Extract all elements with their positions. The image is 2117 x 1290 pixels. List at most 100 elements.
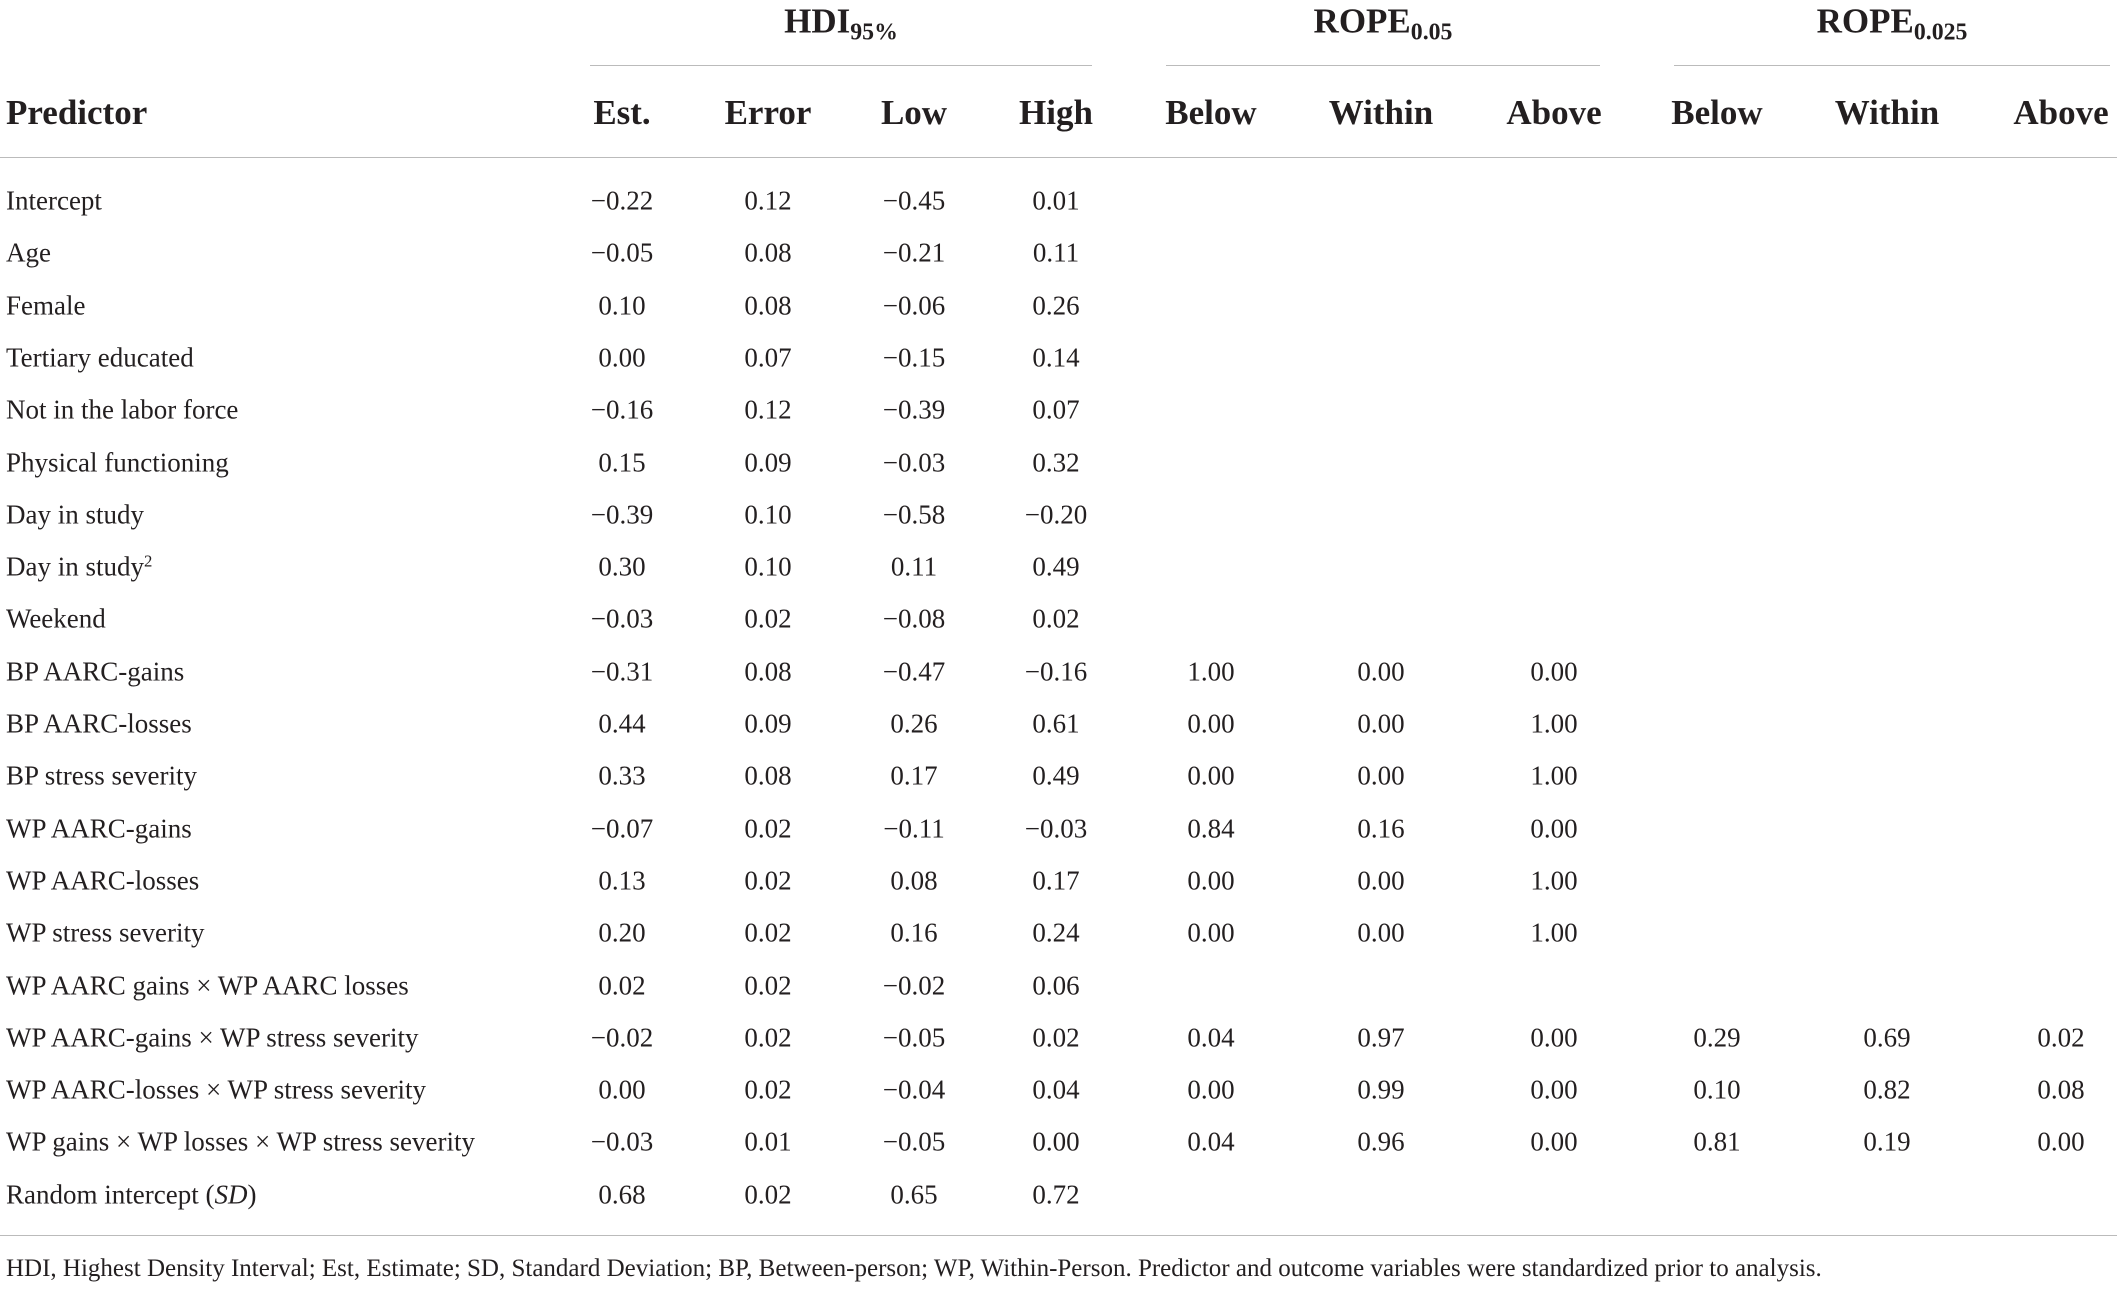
row-label: Day in study — [6, 499, 144, 530]
cell-value: 0.29 — [1693, 1022, 1741, 1053]
cell-value: −0.05 — [590, 237, 654, 268]
label-text: Weekend — [6, 603, 106, 634]
label-text: WP stress severity — [6, 917, 205, 948]
label-text: Not in the labor force — [6, 394, 239, 425]
cell-value: 0.04 — [1187, 1126, 1235, 1157]
label-text: Physical functioning — [6, 447, 229, 477]
cell-value: 0.00 — [1530, 656, 1578, 687]
rule-line — [590, 65, 1092, 66]
cell-value: 0.17 — [1032, 865, 1080, 896]
group-header: ROPE0.025 — [1817, 1, 1968, 46]
cell-value: 0.26 — [890, 708, 938, 739]
row-label: Weekend — [6, 604, 106, 635]
column-header: Above — [1506, 93, 1602, 132]
row-label: WP AARC-losses — [6, 865, 199, 896]
group-subscript: 0.05 — [1410, 19, 1453, 46]
cell-value: 0.10 — [744, 551, 792, 582]
label-text: BP AARC-gains — [6, 656, 185, 687]
label-text: WP AARC-losses — [6, 865, 200, 896]
cell-value: 0.08 — [2037, 1074, 2085, 1105]
cell-value: −0.45 — [882, 185, 946, 216]
cell-value: 1.00 — [1530, 760, 1578, 791]
cell-value: 0.08 — [744, 656, 792, 687]
cell-value: 0.44 — [598, 708, 646, 739]
label-text: BP AARC-losses — [6, 708, 192, 739]
footnote: HDI, Highest Density Interval; Est, Esti… — [6, 1255, 1822, 1282]
column-header: Below — [1165, 93, 1257, 132]
cell-value: 0.17 — [890, 760, 938, 791]
column-header: Low — [880, 93, 948, 132]
cell-value: 0.16 — [890, 917, 938, 948]
cell-value: −0.47 — [882, 656, 946, 687]
column-header: Est. — [593, 93, 651, 132]
column-header: Below — [1671, 93, 1763, 132]
cell-value: 0.09 — [744, 447, 792, 477]
group-subscript: 95% — [850, 19, 898, 46]
cell-value: 0.04 — [1032, 1074, 1080, 1105]
cell-value: −0.03 — [882, 447, 946, 477]
cell-value: 0.00 — [1530, 1126, 1578, 1157]
row-label: WP gains × WP losses × WP stress severit… — [6, 1127, 475, 1158]
row-label: WP AARC-gains — [6, 813, 192, 844]
label-text: Intercept — [6, 185, 102, 216]
row-label: Not in the labor force — [6, 395, 238, 426]
cell-value: −0.15 — [882, 342, 946, 373]
cell-value: 0.07 — [1032, 394, 1080, 425]
group-name: ROPE — [1313, 1, 1411, 41]
cell-value: 0.11 — [1032, 237, 1080, 268]
row-label: WP AARC gains × WP AARC losses — [6, 970, 409, 1001]
cell-value: 0.02 — [1032, 603, 1080, 634]
label-text: Day in study — [6, 499, 144, 530]
cell-value: 0.82 — [1863, 1074, 1911, 1105]
cell-value: 0.26 — [1032, 290, 1080, 321]
group-header: HDI95% — [784, 1, 898, 46]
row-label: Age — [6, 238, 51, 269]
cell-value: 0.10 — [598, 290, 646, 321]
cell-value: 0.15 — [598, 447, 646, 477]
label-text: Age — [6, 237, 51, 268]
cell-value: 1.00 — [1530, 708, 1578, 739]
cell-value: 0.00 — [1357, 656, 1405, 687]
label-superscript: 2 — [144, 551, 153, 571]
cell-value: 0.02 — [744, 865, 792, 896]
cell-value: 0.99 — [1357, 1074, 1405, 1105]
column-header: Error — [724, 93, 812, 132]
cell-value: 0.00 — [1187, 760, 1235, 791]
cell-value: 0.02 — [744, 917, 792, 948]
cell-value: 0.72 — [1032, 1179, 1080, 1210]
cell-value: 0.24 — [1032, 917, 1080, 948]
cell-value: 0.00 — [1032, 1126, 1080, 1157]
label-text: ) — [247, 1179, 257, 1210]
label-text: Female — [6, 290, 86, 321]
cell-value: −0.39 — [882, 394, 946, 425]
label-italic: SD — [214, 1179, 248, 1210]
group-subscript: 0.025 — [1913, 19, 1968, 46]
cell-value: 0.81 — [1693, 1126, 1741, 1157]
group-header: ROPE0.05 — [1314, 1, 1453, 46]
group-name: HDI — [784, 1, 851, 41]
cell-value: −0.03 — [590, 1126, 654, 1157]
cell-value: −0.39 — [590, 499, 654, 530]
rule-line — [0, 1235, 2117, 1236]
cell-value: 0.14 — [1032, 342, 1080, 373]
cell-value: 0.19 — [1863, 1126, 1911, 1157]
cell-value: 0.30 — [598, 551, 646, 582]
row-label: Day in study2 — [6, 551, 152, 582]
column-header: High — [1019, 93, 1093, 132]
label-text: WP gains × WP losses × WP stress severit… — [6, 1126, 475, 1157]
row-label: Intercept — [6, 186, 102, 217]
row-label: Tertiary educated — [6, 342, 194, 373]
cell-value: 0.02 — [744, 603, 792, 634]
label-text: Day in study — [6, 551, 144, 582]
cell-value: 0.65 — [890, 1179, 938, 1210]
cell-value: 0.13 — [598, 865, 646, 896]
cell-value: 0.06 — [1032, 970, 1080, 1000]
row-label: Female — [6, 290, 85, 321]
label-text: Tertiary educated — [6, 342, 194, 373]
cell-value: 0.16 — [1357, 813, 1405, 844]
cell-value: 0.00 — [1187, 865, 1235, 896]
cell-value: −0.05 — [882, 1022, 946, 1053]
row-label: WP AARC-gains × WP stress severity — [6, 1022, 418, 1053]
cell-value: 0.00 — [1357, 917, 1405, 948]
